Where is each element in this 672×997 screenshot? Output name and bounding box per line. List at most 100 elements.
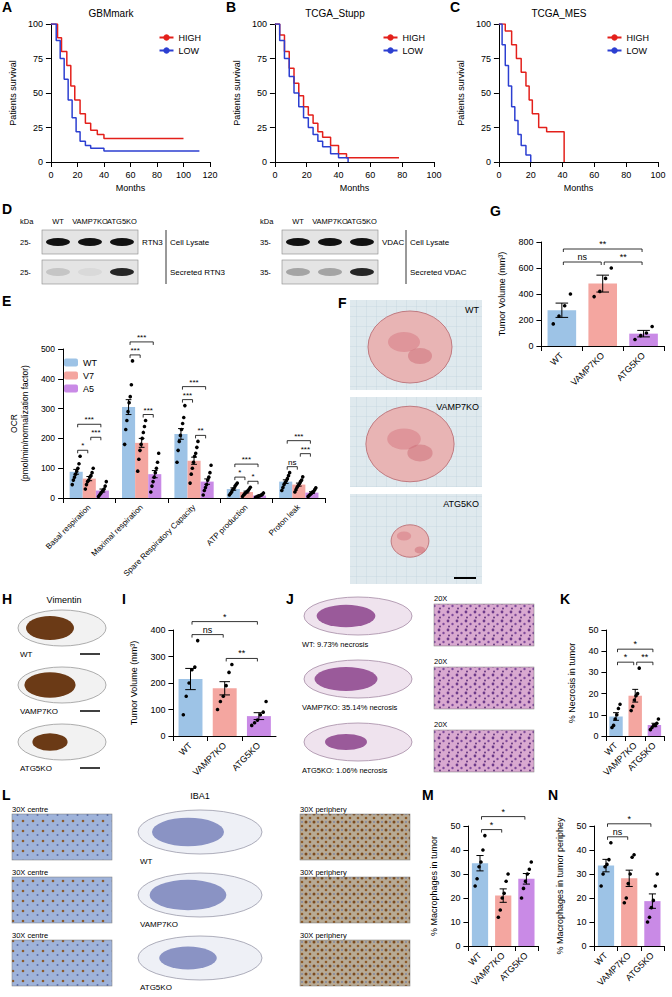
svg-text:*: *: [251, 472, 254, 481]
svg-text:100: 100: [176, 170, 191, 180]
svg-text:WT: WT: [140, 857, 153, 866]
svg-text:100: 100: [476, 19, 491, 29]
svg-text:VAMP7KO: VAMP7KO: [469, 950, 506, 987]
svg-text:VAMP7KO: VAMP7KO: [312, 217, 348, 226]
svg-text:20: 20: [72, 170, 82, 180]
svg-text:Proton leak: Proton leak: [267, 503, 302, 538]
svg-text:120: 120: [202, 170, 217, 180]
svg-text:80: 80: [152, 170, 162, 180]
svg-text:40: 40: [588, 646, 598, 656]
svg-text:0: 0: [455, 941, 460, 951]
svg-text:600: 600: [518, 263, 533, 273]
svg-text:Maximal respiration: Maximal respiration: [90, 503, 145, 558]
svg-text:10: 10: [450, 917, 460, 927]
svg-text:ATG5KO: ATG5KO: [230, 740, 262, 772]
svg-text:300: 300: [41, 404, 55, 414]
svg-text:***: ***: [242, 455, 251, 464]
svg-text:OCR: OCR: [9, 414, 19, 433]
svg-text:LOW: LOW: [627, 46, 648, 56]
svg-text:400: 400: [41, 374, 55, 384]
svg-text:WT: WT: [83, 358, 97, 368]
svg-text:40: 40: [450, 845, 460, 855]
svg-text:ATG5KO: 1.06% necrosis: ATG5KO: 1.06% necrosis: [302, 766, 388, 775]
svg-text:50: 50: [481, 88, 491, 98]
svg-text:**: **: [599, 239, 607, 249]
svg-text:10: 10: [576, 917, 586, 927]
svg-text:80: 80: [621, 170, 631, 180]
svg-text:***: ***: [91, 428, 100, 437]
svg-text:*: *: [501, 807, 505, 817]
svg-text:300: 300: [150, 652, 165, 662]
svg-text:40: 40: [334, 170, 344, 180]
svg-text:Basal respiration: Basal respiration: [44, 503, 92, 551]
svg-text:ATG5KO: ATG5KO: [443, 499, 479, 509]
svg-text:400: 400: [518, 289, 533, 299]
svg-text:kDa: kDa: [20, 217, 34, 226]
svg-text:25-: 25-: [20, 238, 31, 247]
svg-text:VAMP7KO: VAMP7KO: [20, 707, 58, 716]
svg-text:LOW: LOW: [179, 46, 200, 56]
svg-text:*: *: [81, 441, 84, 450]
svg-text:WT: WT: [548, 350, 565, 367]
svg-text:Tumor Volume (mm³): Tumor Volume (mm³): [129, 641, 139, 726]
svg-text:VAMP7KO: VAMP7KO: [191, 740, 228, 777]
svg-text:Months: Months: [564, 183, 594, 193]
svg-text:0: 0: [496, 170, 501, 180]
svg-text:A5: A5: [83, 384, 94, 394]
svg-text:ATG5KO: ATG5KO: [140, 983, 172, 992]
svg-text:HIGH: HIGH: [403, 33, 426, 43]
svg-text:0: 0: [593, 731, 598, 741]
svg-text:25: 25: [33, 123, 43, 133]
svg-text:25: 25: [257, 123, 267, 133]
svg-text:***: ***: [301, 445, 310, 454]
svg-text:VAMP7KO: VAMP7KO: [595, 950, 632, 987]
svg-text:Secreted RTN3: Secreted RTN3: [170, 268, 226, 277]
svg-text:60: 60: [589, 170, 599, 180]
svg-text:***: ***: [85, 415, 94, 424]
svg-text:Cell Lysate: Cell Lysate: [170, 238, 210, 247]
svg-text:800: 800: [518, 237, 533, 247]
svg-text:20: 20: [450, 893, 460, 903]
svg-text:GBMmark: GBMmark: [89, 8, 135, 19]
svg-text:0: 0: [38, 157, 43, 167]
svg-text:30X periphery: 30X periphery: [300, 931, 347, 940]
svg-text:Months: Months: [116, 183, 146, 193]
svg-text:WT: WT: [465, 305, 479, 315]
svg-text:400: 400: [150, 625, 165, 635]
svg-text:WT: WT: [177, 740, 194, 757]
svg-text:**: **: [238, 648, 246, 658]
svg-text:**: **: [197, 426, 203, 435]
svg-text:100: 100: [150, 705, 165, 715]
svg-text:kDa: kDa: [260, 217, 274, 226]
svg-text:30X centre: 30X centre: [12, 931, 48, 940]
svg-text:ns: ns: [203, 625, 213, 635]
svg-text:35-: 35-: [260, 238, 271, 247]
svg-text:Spare Respiratory Capacity: Spare Respiratory Capacity: [122, 503, 197, 578]
svg-text:ATG5KO: ATG5KO: [626, 740, 658, 772]
svg-text:% Macrophages in tumor: % Macrophages in tumor: [429, 836, 439, 936]
svg-text:Patients survival: Patients survival: [456, 60, 466, 126]
svg-text:10: 10: [588, 710, 598, 720]
svg-text:50: 50: [450, 821, 460, 831]
svg-text:***: ***: [144, 406, 153, 415]
svg-text:30: 30: [588, 667, 598, 677]
svg-text:V7: V7: [83, 371, 94, 381]
svg-text:0: 0: [272, 170, 277, 180]
svg-text:ATP production: ATP production: [205, 503, 250, 548]
svg-text:50: 50: [33, 88, 43, 98]
svg-text:Tumor Volume (mm³): Tumor Volume (mm³): [497, 252, 507, 337]
svg-text:40: 40: [558, 170, 568, 180]
svg-text:100: 100: [41, 463, 55, 473]
svg-text:**: **: [620, 252, 628, 262]
svg-text:20X: 20X: [434, 594, 447, 603]
svg-text:ATG5KO: ATG5KO: [624, 950, 656, 982]
svg-text:Cell Lysate: Cell Lysate: [410, 238, 450, 247]
svg-text:80: 80: [397, 170, 407, 180]
svg-text:Secreted VDAC: Secreted VDAC: [410, 268, 467, 277]
svg-text:ns: ns: [613, 827, 623, 837]
svg-text:25-: 25-: [20, 268, 31, 277]
svg-text:75: 75: [257, 54, 267, 64]
svg-text:HIGH: HIGH: [179, 33, 202, 43]
svg-text:Months: Months: [340, 183, 370, 193]
svg-text:0: 0: [262, 157, 267, 167]
